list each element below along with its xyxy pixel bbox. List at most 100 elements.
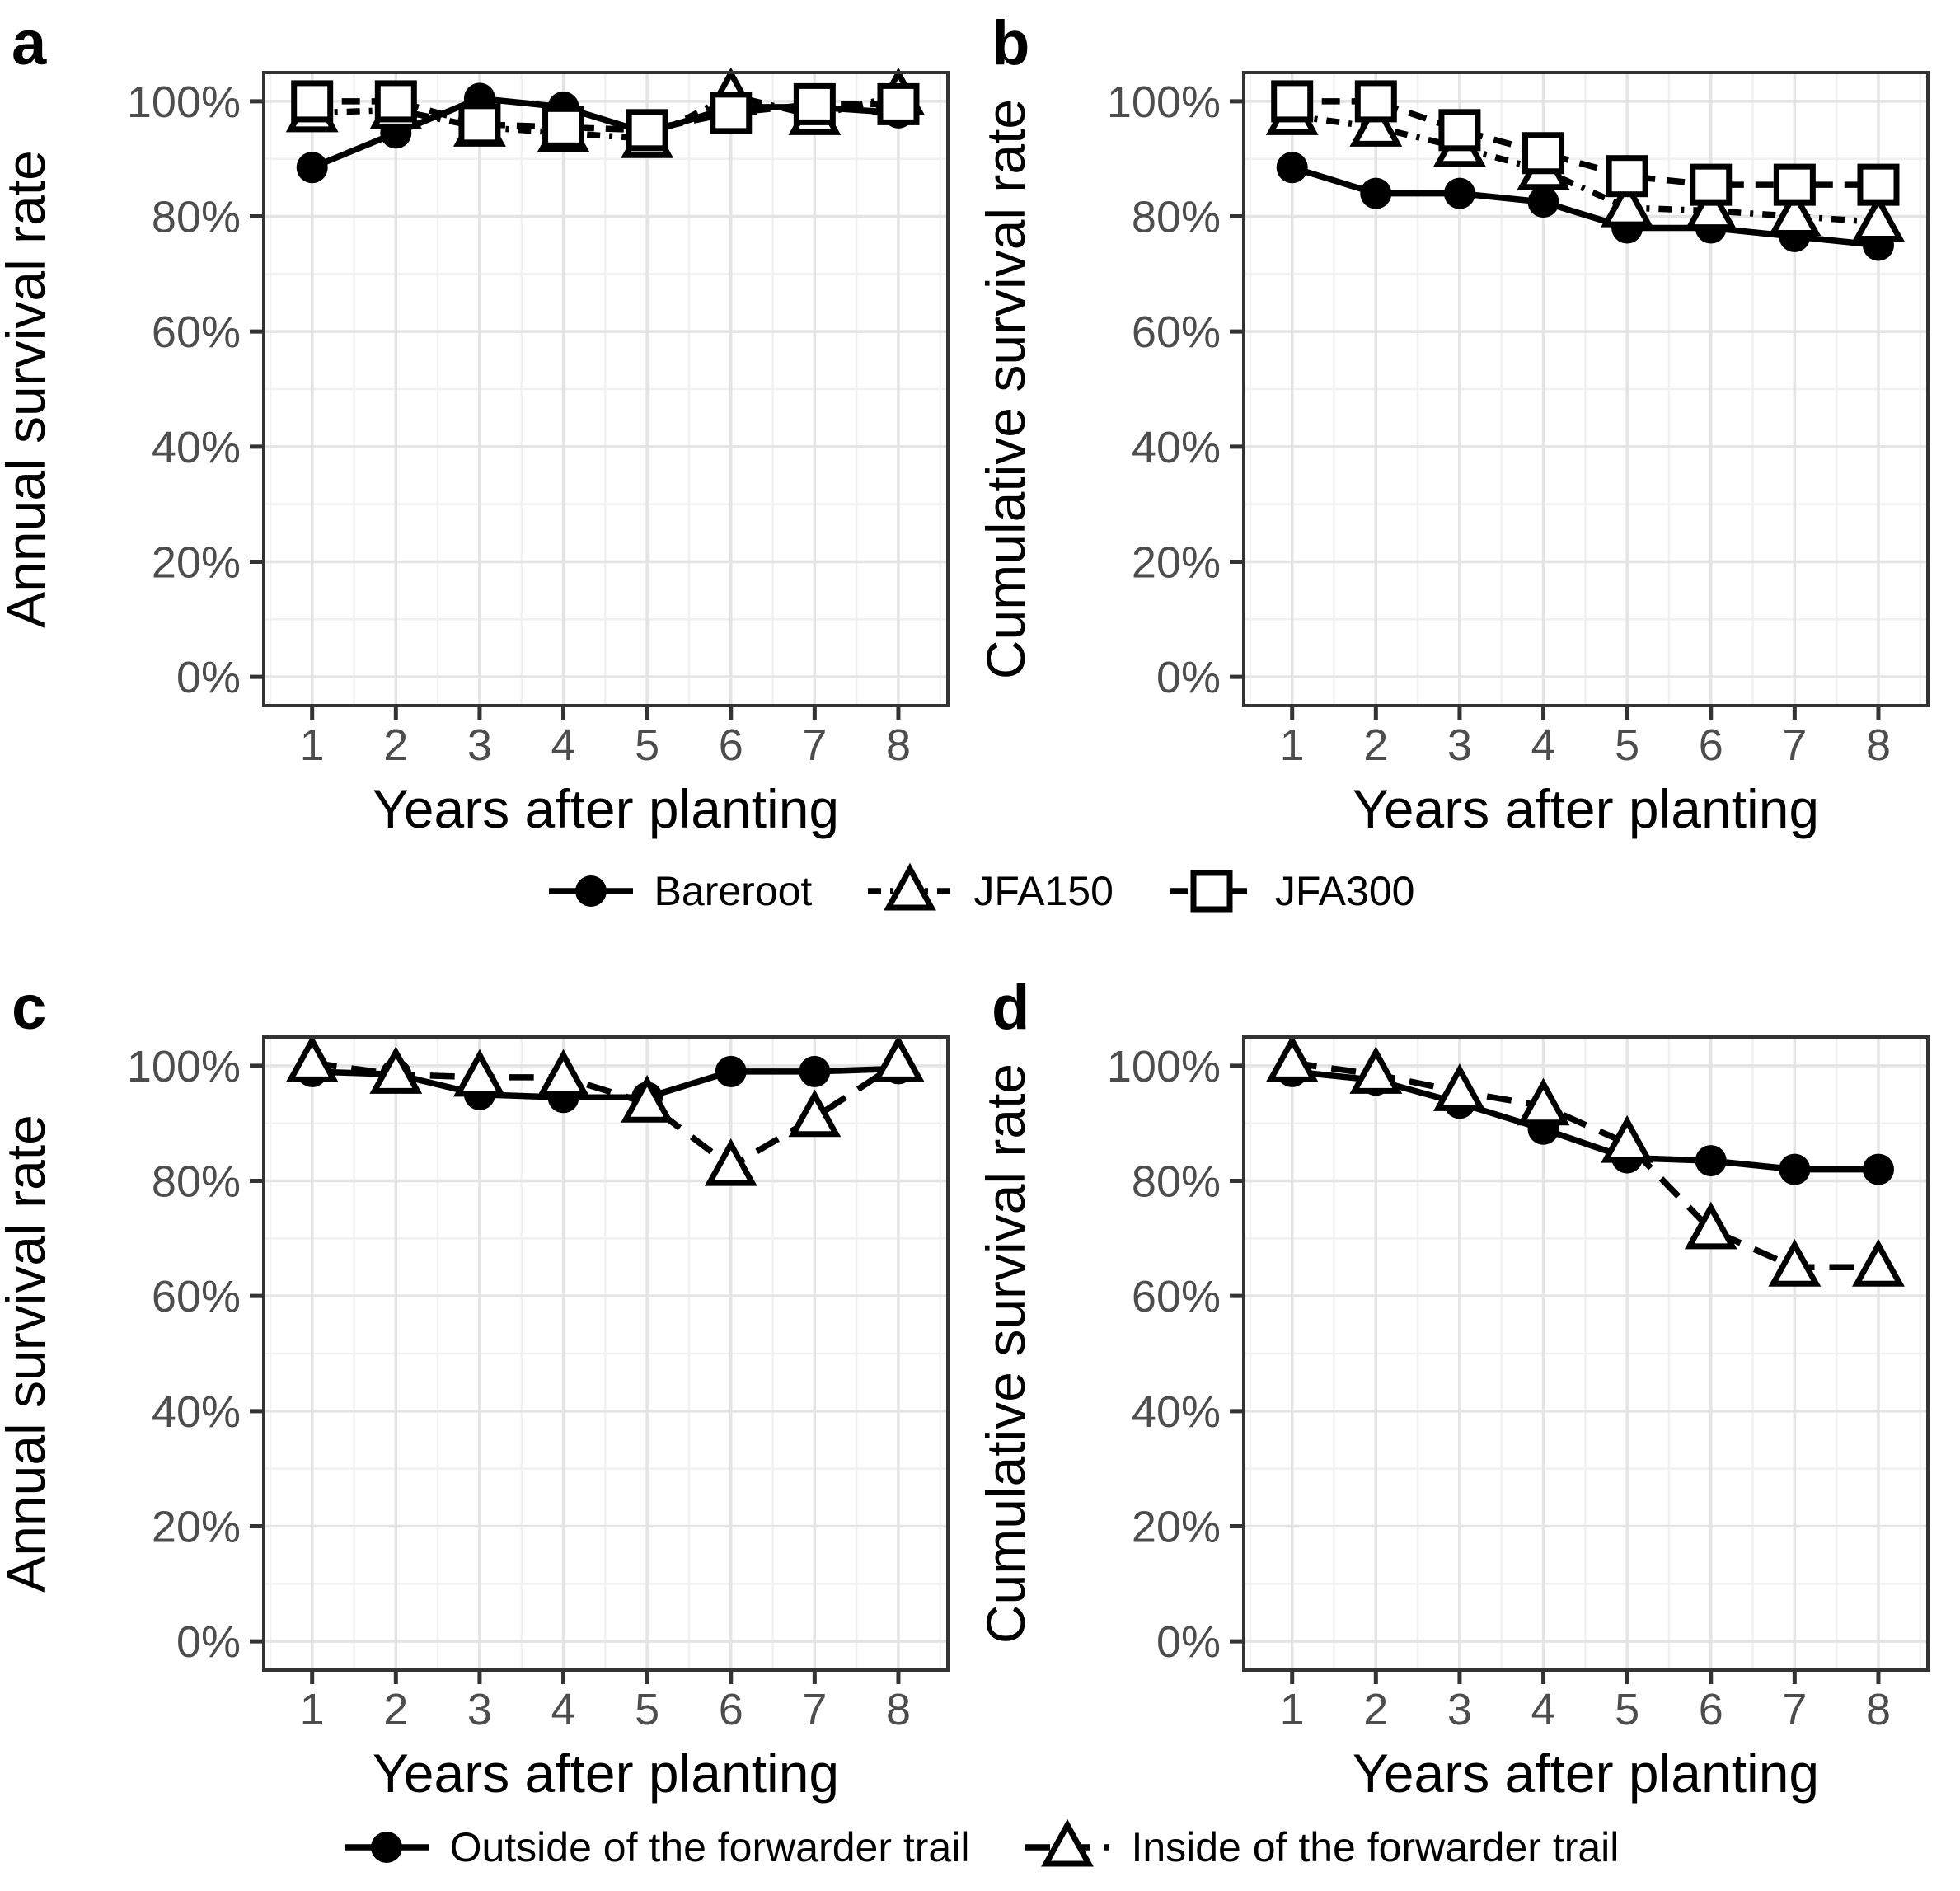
- y-tick-label: 40%: [1132, 1387, 1221, 1437]
- panel-d-chart: 0% 20% 40% 60% 80% 100% 1 2 3 4 5 6 7 8 Years after pl…: [980, 973, 1930, 1804]
- plot-border: [1242, 71, 1930, 707]
- filled-circle-marker: [1779, 1153, 1811, 1185]
- open-triangle-marker: [1684, 182, 1737, 231]
- x-tick-label: 7: [802, 1685, 827, 1734]
- plot-border: [1242, 1035, 1930, 1672]
- series-points-inside-of-the-forwarder-trail: [1265, 1035, 1905, 1287]
- filled-circle-icon: [548, 875, 633, 907]
- x-tick-label: 1: [300, 720, 325, 770]
- x-tick-label: 5: [1615, 1685, 1639, 1734]
- y-tick-label: 20%: [1132, 537, 1221, 587]
- series-points-jfa300: [291, 80, 920, 152]
- series-points-jfa150: [1265, 87, 1905, 242]
- open-triangle-marker: [788, 1089, 842, 1138]
- axis-ticks: [250, 99, 901, 720]
- legend-item-bareroot: Bareroot: [546, 862, 812, 920]
- filled-circle-marker: [715, 1055, 747, 1087]
- open-square-marker: [626, 109, 668, 152]
- y-tick-label: 0%: [1156, 653, 1221, 702]
- open-square-marker: [1354, 80, 1397, 123]
- x-tick-label: 3: [467, 720, 492, 770]
- tick-labels: 0% 20% 40% 60% 80% 100% 1 2 3 4 5 6 7 8: [127, 1042, 911, 1734]
- legend-item-jfa300: JFA300: [1166, 862, 1415, 920]
- panel-a-chart: 0% 20% 40% 60% 80% 100% 1 2 3 4 5 6 7 8 Years after pl…: [0, 8, 950, 839]
- y-tick-label: 100%: [1107, 77, 1221, 127]
- open-triangle-marker: [704, 1138, 757, 1186]
- open-square-marker: [458, 103, 501, 146]
- legend-stock-types: Bareroot JFA150 JFA300: [0, 842, 1960, 940]
- x-tick-label: 5: [635, 720, 659, 770]
- open-triangle-marker: [1768, 1239, 1822, 1287]
- axis-ticks: [1230, 99, 1881, 720]
- open-triangle-marker: [537, 1049, 590, 1097]
- open-triangle-marker: [1349, 1046, 1403, 1094]
- x-tick-label: 5: [1615, 720, 1639, 770]
- panel-c-chart: 0% 20% 40% 60% 80% 100% 1 2 3 4 5 6 7 8 Years after pl…: [0, 973, 950, 1804]
- panel-letter: d: [992, 973, 1029, 1043]
- y-tick-label: 60%: [1132, 307, 1221, 357]
- y-tick-label: 40%: [152, 423, 241, 472]
- gridlines: [264, 1037, 948, 1670]
- y-tick-label: 20%: [1132, 1502, 1221, 1551]
- tick-labels: 0% 20% 40% 60% 80% 100% 1 2 3 4 5 6 7 8: [1107, 77, 1891, 770]
- x-tick-label: 2: [1363, 1685, 1388, 1734]
- open-triangle-marker: [1432, 1063, 1486, 1111]
- panel-c: 0% 20% 40% 60% 80% 100% 1 2 3 4 5 6 7 8 Years after pl…: [0, 964, 980, 1814]
- open-triangle-marker: [1601, 179, 1654, 228]
- filled-circle-marker: [296, 152, 328, 184]
- legend-label: JFA300: [1274, 868, 1415, 914]
- legend-trail-position: Outside of the forwarder trail Inside of …: [0, 1810, 1960, 1884]
- legend-label: Outside of the forwarder trail: [449, 1824, 970, 1870]
- x-tick-label: 2: [383, 720, 408, 770]
- series-points-inside-of-the-forwarder-trail: [285, 1035, 925, 1186]
- x-tick-label: 4: [551, 1685, 576, 1734]
- x-tick-label: 4: [551, 720, 576, 770]
- panel-letter: a: [12, 8, 47, 78]
- open-triangle-marker: [1041, 1818, 1095, 1867]
- x-tick-label: 4: [1531, 720, 1556, 770]
- legend-item-jfa150: JFA150: [865, 862, 1114, 920]
- open-triangle-marker: [1349, 99, 1403, 147]
- open-triangle-marker: [1852, 194, 1905, 242]
- y-tick-label: 0%: [176, 1617, 241, 1667]
- y-tick-label: 80%: [1132, 193, 1221, 242]
- x-tick-label: 8: [886, 720, 911, 770]
- x-tick-label: 5: [635, 1685, 659, 1734]
- open-triangle-marker: [621, 1075, 674, 1123]
- legend-label: JFA150: [973, 868, 1114, 914]
- filled-circle-icon: [344, 1832, 429, 1863]
- open-square-marker: [1773, 163, 1816, 206]
- open-square-marker: [710, 92, 753, 134]
- filled-circle-marker: [1360, 177, 1392, 209]
- open-square-marker: [1606, 155, 1648, 198]
- panel-d: 0% 20% 40% 60% 80% 100% 1 2 3 4 5 6 7 8 Years after pl…: [980, 964, 1960, 1814]
- y-tick-label: 60%: [1132, 1272, 1221, 1321]
- open-triangle-marker: [1517, 1077, 1570, 1126]
- plot-border: [262, 1035, 950, 1672]
- open-triangle-marker: [369, 1046, 423, 1094]
- y-tick-label: 80%: [152, 1157, 241, 1207]
- open-triangle-marker: [1265, 1035, 1319, 1082]
- legend-label: Inside of the forwarder trail: [1131, 1824, 1620, 1870]
- y-tick-label: 20%: [152, 537, 241, 587]
- open-square-icon: [1169, 870, 1254, 913]
- x-tick-label: 8: [886, 1685, 911, 1734]
- x-tick-label: 1: [300, 1685, 325, 1734]
- x-tick-label: 7: [1782, 720, 1807, 770]
- axis-ticks: [1230, 1063, 1881, 1684]
- open-triangle-marker: [1601, 1114, 1654, 1163]
- x-tick-label: 7: [1782, 1685, 1807, 1734]
- legend-item-inside-of-the-forwarder-trail: Inside of the forwarder trail: [1022, 1818, 1619, 1876]
- y-tick-label: 0%: [176, 653, 241, 702]
- y-tick-label: 100%: [127, 77, 241, 127]
- y-tick-label: 100%: [127, 1042, 241, 1091]
- x-tick-label: 1: [1280, 1685, 1305, 1734]
- panel-a: 0% 20% 40% 60% 80% 100% 1 2 3 4 5 6 7 8 Years after pl…: [0, 0, 980, 849]
- gridlines: [1244, 1037, 1928, 1670]
- axis-ticks: [250, 1063, 901, 1684]
- x-axis-title: Years after planting: [373, 778, 839, 839]
- filled-circle-marker: [1695, 1145, 1727, 1177]
- filled-circle-marker: [799, 1055, 831, 1087]
- y-tick-label: 0%: [1156, 1617, 1221, 1667]
- x-axis-title: Years after planting: [373, 1743, 839, 1804]
